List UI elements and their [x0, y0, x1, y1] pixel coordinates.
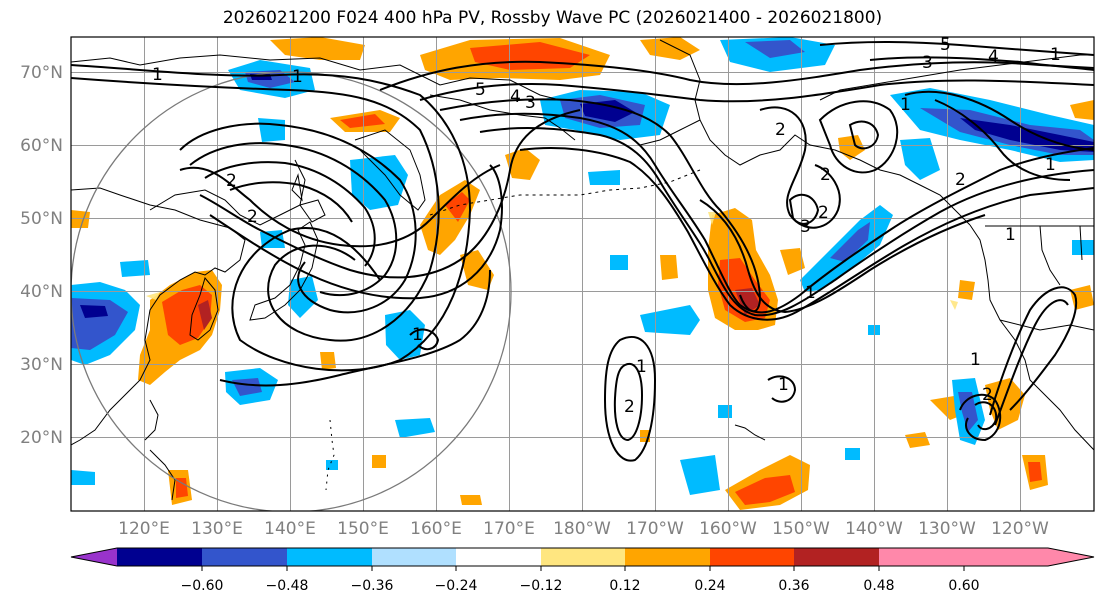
- contour-label: 5: [940, 35, 951, 55]
- contour-label: 1: [805, 283, 816, 303]
- colorbar-tick: 0.24: [694, 578, 725, 594]
- colorbar-tick: −0.48: [266, 578, 309, 594]
- colorbar-segment: [372, 548, 456, 566]
- colorbar-segment: [456, 548, 541, 566]
- map-plot-area: 1 1 2 4 5 3 5 4 3 1 2 1 1 1 2 3 2 1 2 1 …: [71, 35, 1094, 511]
- colorbar-tick: 0.60: [948, 578, 979, 594]
- colorbar-segment: [202, 548, 287, 566]
- lon-label: 150°W: [772, 519, 830, 539]
- colorbar-segment: [117, 548, 202, 566]
- contour-label: 1: [412, 325, 423, 345]
- lon-label: 160°E: [410, 519, 462, 539]
- contour-label: 2: [226, 171, 237, 191]
- contour-label: 2: [247, 207, 258, 227]
- colorbar-segment: [710, 548, 794, 566]
- contour-label: 4: [988, 47, 999, 67]
- contour-label: 2: [982, 385, 993, 405]
- coastlines: [71, 39, 1094, 501]
- colorbar-tick: 0.36: [778, 578, 809, 594]
- contour-labels: 1 1 2 4 5 3 5 4 3 1 2 1 1 1 2 3 2 1 2 1 …: [152, 35, 1061, 417]
- lat-label: 60°N: [20, 136, 63, 156]
- lon-label: 180°W: [553, 519, 611, 539]
- colorbar-segment: [625, 548, 710, 566]
- latitude-labels: 70°N 60°N 50°N 40°N 30°N 20°N: [20, 63, 63, 448]
- lat-label: 30°N: [20, 355, 63, 375]
- colorbar-outline: [70, 547, 1095, 567]
- colorbar-tick: −0.12: [520, 578, 563, 594]
- colorbar-tick: 0.48: [863, 578, 894, 594]
- colorbar-tick: 0.12: [609, 578, 640, 594]
- lon-label: 140°E: [264, 519, 316, 539]
- colorbar-extend-left: [71, 548, 117, 566]
- lat-label: 50°N: [20, 209, 63, 229]
- colorbar-segment: [287, 548, 372, 566]
- contour-label: 1: [970, 350, 981, 370]
- negative-anomaly-shading: [71, 37, 1094, 495]
- colorbar-segment: [879, 548, 964, 566]
- map-frame: [70, 36, 1095, 512]
- contour-label: 2: [624, 397, 635, 417]
- region-circle: [71, 71, 512, 511]
- contour-label: 1: [1045, 155, 1056, 175]
- contour-label: 1: [778, 375, 789, 395]
- colorbar-tick: −0.36: [351, 578, 394, 594]
- colorbar-segment: [794, 548, 879, 566]
- contour-label: 1: [292, 67, 303, 87]
- contour-label: 3: [922, 53, 933, 73]
- colorbar-extend-right: [964, 548, 1094, 566]
- lon-label: 170°W: [626, 519, 684, 539]
- lon-label: 130°E: [191, 519, 243, 539]
- lon-label: 150°E: [337, 519, 389, 539]
- contour-label: 1: [1005, 225, 1016, 245]
- colorbar-tick: −0.24: [435, 578, 478, 594]
- map-title: 2026021200 F024 400 hPa PV, Rossby Wave …: [222, 8, 883, 28]
- contour-label: 2: [820, 165, 831, 185]
- contour-label: 1: [152, 65, 163, 85]
- lon-label: 140°W: [845, 519, 903, 539]
- contour-label: 1: [1050, 45, 1061, 65]
- lat-label: 40°N: [20, 282, 63, 302]
- contour-label: 2: [818, 203, 829, 223]
- lat-label: 20°N: [20, 428, 63, 448]
- contour-label: 1: [636, 357, 647, 377]
- colorbar: −0.60 −0.48 −0.36 −0.24 −0.12 0.12 0.24 …: [70, 547, 1095, 594]
- contour-label: 4: [510, 87, 521, 107]
- contour-label: 3: [800, 217, 811, 237]
- pv-contours: [71, 40, 1094, 462]
- contour-label: 2: [955, 170, 966, 190]
- lon-label: 130°W: [918, 519, 976, 539]
- contour-label: 2: [775, 120, 786, 140]
- lat-label: 70°N: [20, 63, 63, 83]
- colorbar-tick: −0.60: [181, 578, 224, 594]
- lon-label: 170°E: [483, 519, 535, 539]
- contour-label: 3: [525, 93, 536, 113]
- lon-label: 120°W: [991, 519, 1049, 539]
- contour-label: 5: [475, 80, 486, 100]
- lon-label: 120°E: [118, 519, 170, 539]
- colorbar-segment: [541, 548, 625, 566]
- longitude-labels: 120°E 130°E 140°E 150°E 160°E 170°E 180°…: [118, 519, 1049, 539]
- contour-label: 1: [900, 95, 911, 115]
- lon-label: 160°W: [699, 519, 757, 539]
